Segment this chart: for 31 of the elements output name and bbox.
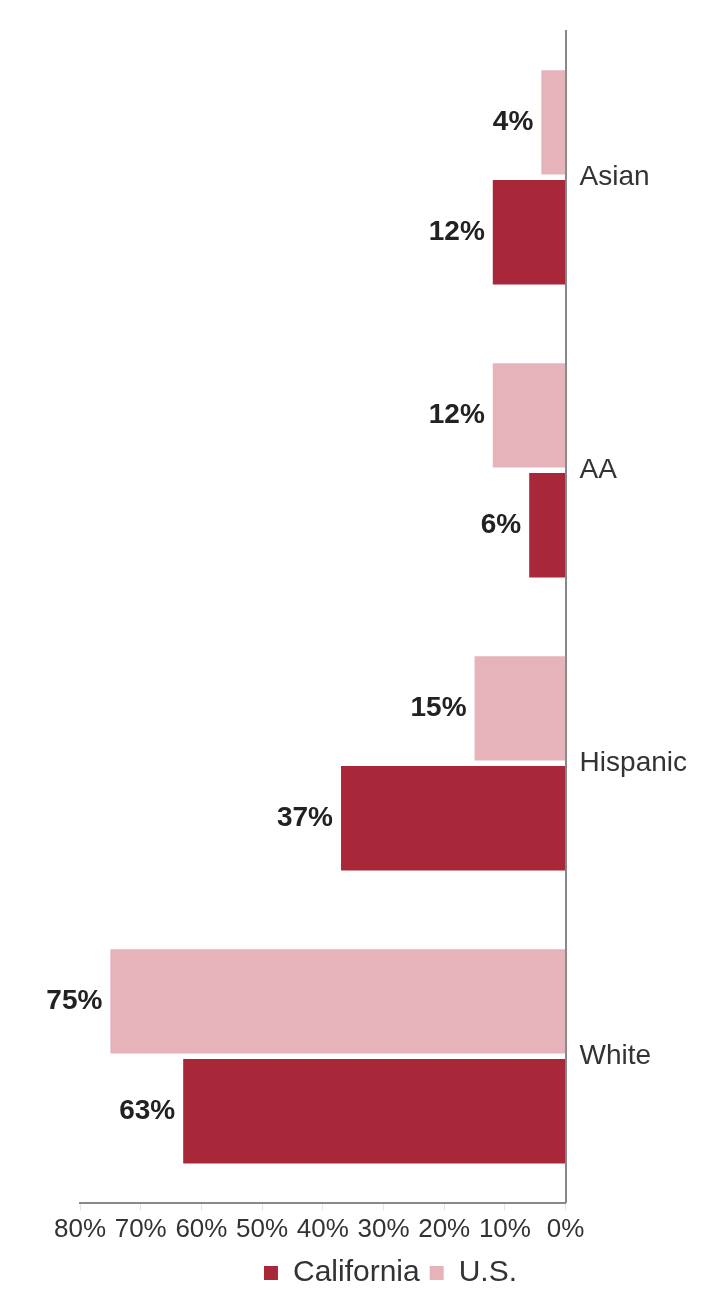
text: 75% bbox=[46, 984, 103, 1016]
text: 4% bbox=[492, 105, 534, 137]
bar bbox=[492, 363, 566, 468]
bar bbox=[529, 473, 566, 578]
x-tick-label: 50% bbox=[236, 1212, 289, 1243]
bar bbox=[541, 70, 566, 175]
x-tick-label: 10% bbox=[478, 1212, 531, 1243]
text: 12% bbox=[428, 398, 485, 430]
x-tick-label: 40% bbox=[296, 1212, 349, 1243]
bar bbox=[474, 656, 566, 761]
y-tick-label: White bbox=[579, 1039, 652, 1071]
bar bbox=[492, 180, 566, 285]
x-tick-label: 70% bbox=[114, 1212, 167, 1243]
y-tick-label: Asian bbox=[579, 160, 650, 192]
text: 15% bbox=[410, 691, 467, 723]
text: 37% bbox=[276, 800, 334, 832]
bar bbox=[183, 1059, 566, 1164]
x-tick-label: 80% bbox=[53, 1212, 107, 1243]
legend-label: California bbox=[292, 1254, 420, 1288]
x-tick-label: 0% bbox=[546, 1212, 585, 1243]
y-tick-label: AA bbox=[579, 453, 618, 485]
x-tick-label: 60% bbox=[175, 1212, 228, 1243]
text: 63% bbox=[119, 1093, 176, 1125]
bar bbox=[110, 949, 566, 1054]
y-tick-label: Hispanic bbox=[579, 746, 688, 778]
legend-label: U.S. bbox=[458, 1254, 518, 1288]
text: 12% bbox=[428, 214, 485, 246]
x-tick-label: 30% bbox=[357, 1212, 410, 1243]
bar bbox=[341, 766, 566, 871]
text: 6% bbox=[480, 507, 522, 539]
x-tick-label: 20% bbox=[418, 1212, 471, 1243]
